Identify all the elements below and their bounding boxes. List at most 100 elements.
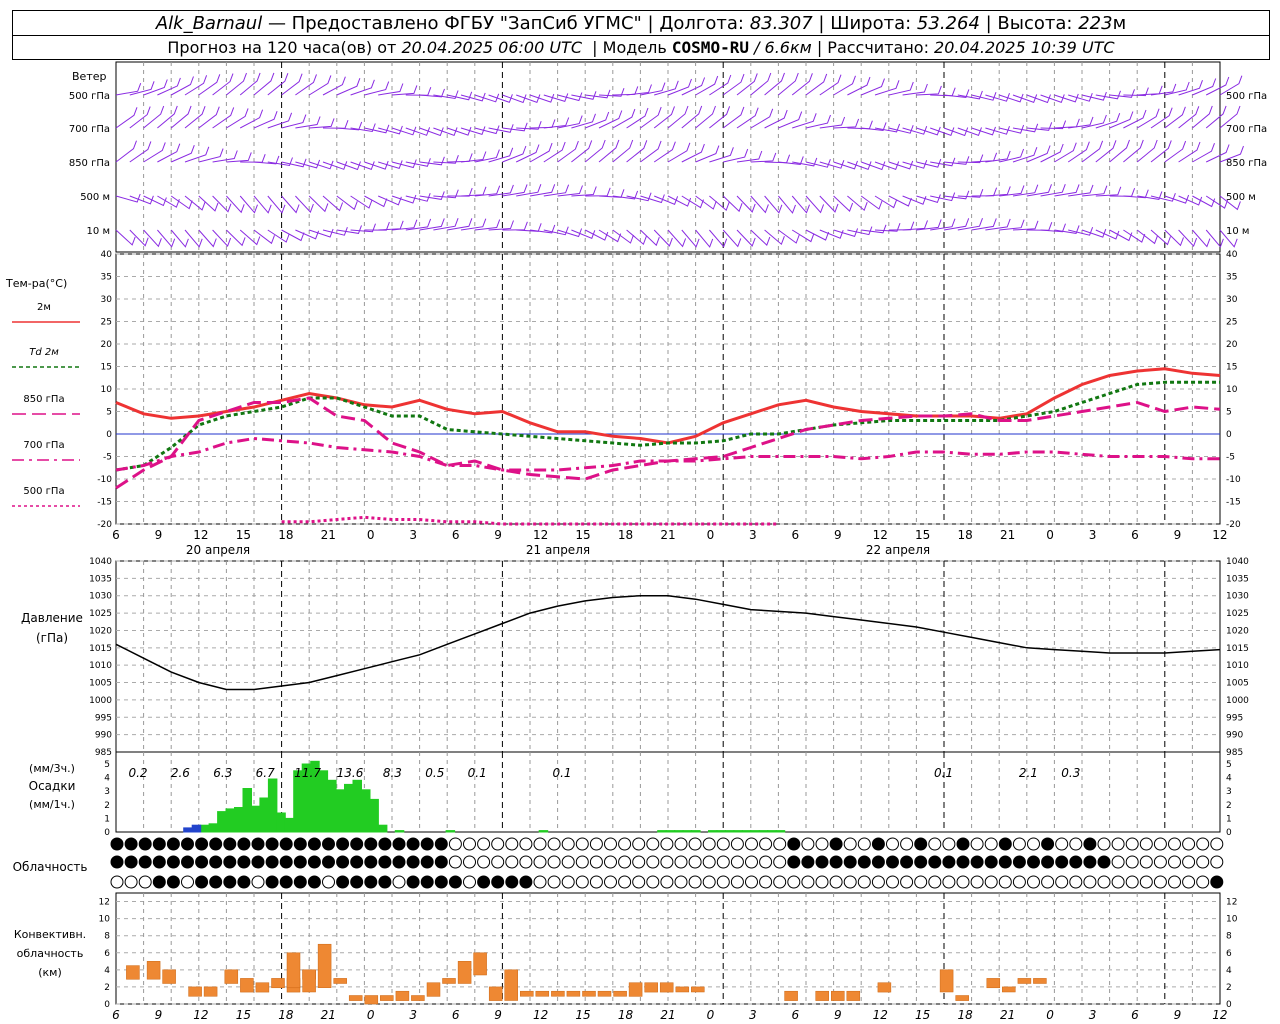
wind-barb <box>930 127 955 137</box>
wind-barb <box>1205 105 1227 129</box>
conv-bar <box>628 982 643 997</box>
wind-barb <box>1219 105 1241 129</box>
wind-barb <box>902 195 927 205</box>
wind-barb <box>308 75 332 96</box>
wind-barb <box>557 92 583 102</box>
conv-bar <box>986 978 1001 989</box>
cloud-symbol <box>632 837 646 851</box>
wind-level-label-right: 850 гПа <box>1226 158 1267 169</box>
hour-tick-label: 3 <box>749 528 757 542</box>
wind-barb <box>529 224 556 234</box>
cloud-symbol <box>547 837 561 851</box>
cloud-symbol <box>1012 837 1026 851</box>
cloud-symbol <box>914 855 928 869</box>
conv-hour-tick-label: 9 <box>834 1008 842 1022</box>
wind-barb <box>902 220 928 231</box>
wind-barb <box>1095 90 1121 100</box>
conv-title-3: (км) <box>38 966 62 979</box>
wind-barb <box>226 152 252 163</box>
cloud-symbol <box>942 855 956 869</box>
wind-barb <box>750 229 771 246</box>
wind-barb <box>502 145 527 163</box>
cloud-symbol <box>463 855 476 869</box>
wind-barb <box>322 227 348 236</box>
wind-barb <box>543 93 569 103</box>
conv-bar <box>597 990 612 997</box>
hour-tick-label: 12 <box>873 528 888 542</box>
cloud-symbol <box>350 837 364 851</box>
wind-barb <box>212 195 232 213</box>
alt-value: 223 <box>1078 12 1113 34</box>
wind-barb <box>819 160 845 169</box>
pressure-title: Давление <box>21 611 83 625</box>
wind-barb <box>1026 145 1051 163</box>
wind-barb <box>226 229 246 247</box>
wind-barb <box>957 127 982 137</box>
conv-ytick-left: 8 <box>104 932 110 942</box>
wind-barb <box>322 76 346 96</box>
wind-barb <box>1040 223 1066 233</box>
conv-bar <box>271 978 285 989</box>
cloud-symbol <box>477 855 491 869</box>
cloud-symbol <box>237 855 251 869</box>
wind-barb <box>143 79 168 96</box>
precip-bar <box>724 830 735 833</box>
cloud-symbol <box>322 875 335 889</box>
wind-barb <box>1081 140 1104 163</box>
wind-barb <box>750 72 772 96</box>
wind-barb <box>391 85 418 96</box>
wind-barb <box>764 72 785 96</box>
wind-barb <box>364 221 390 231</box>
cloud-symbol <box>801 875 815 889</box>
wind-barb <box>1219 195 1241 211</box>
cloud-symbol <box>223 875 237 889</box>
conv-hour-tick-label: 18 <box>958 1008 974 1022</box>
wind-barb <box>488 124 514 133</box>
conv-bar <box>457 961 472 984</box>
wind-barb <box>612 229 634 244</box>
wind-barb <box>515 144 540 163</box>
conv-ytick-right: 2 <box>1226 983 1232 993</box>
precip-bar <box>691 830 701 833</box>
cloud-symbol <box>265 855 279 869</box>
wind-barb <box>170 145 195 163</box>
cloud-symbol <box>716 875 730 889</box>
wind-barb <box>1150 193 1176 202</box>
wind-barb <box>502 221 528 231</box>
conv-ytick-left: 10 <box>99 915 111 925</box>
wind-barb <box>529 93 555 103</box>
cloud-title: Облачность <box>13 860 88 874</box>
wind-barb <box>722 229 742 248</box>
cloud-symbol <box>674 875 688 889</box>
wind-barb <box>902 126 928 135</box>
precip-ytick-left: 4 <box>104 774 110 784</box>
wind-level-label-right: 500 м <box>1226 192 1256 203</box>
wind-barb <box>888 160 914 170</box>
wind-barb <box>460 92 486 102</box>
pressure-ytick-right: 1005 <box>1226 679 1249 689</box>
cloud-symbol <box>138 837 152 851</box>
cloud-symbol <box>886 875 899 889</box>
cloud-symbol <box>914 875 928 889</box>
cloud-symbol <box>166 855 180 869</box>
wind-barb <box>364 81 390 96</box>
cloud-symbol <box>251 837 265 851</box>
wind-barb <box>805 195 825 214</box>
cloud-symbol <box>110 837 124 851</box>
wind-barb <box>861 122 887 131</box>
wind-barb <box>791 229 815 243</box>
cloud-symbol <box>1168 875 1181 889</box>
wind-barb <box>874 195 898 209</box>
cloud-symbol <box>237 875 251 889</box>
calc-label: | Рассчитано: <box>816 37 929 57</box>
precip-bar <box>259 797 269 833</box>
wind-barb <box>902 83 928 96</box>
wind-barb <box>350 161 375 171</box>
conv-hour-tick-label: 0 <box>707 1008 715 1022</box>
model-res: / 6.6км <box>754 37 812 57</box>
wind-barb <box>1192 195 1216 208</box>
wind-barb <box>778 111 803 129</box>
wind-barb <box>447 126 472 136</box>
wind-barb <box>281 158 307 168</box>
wind-barb <box>916 126 941 136</box>
